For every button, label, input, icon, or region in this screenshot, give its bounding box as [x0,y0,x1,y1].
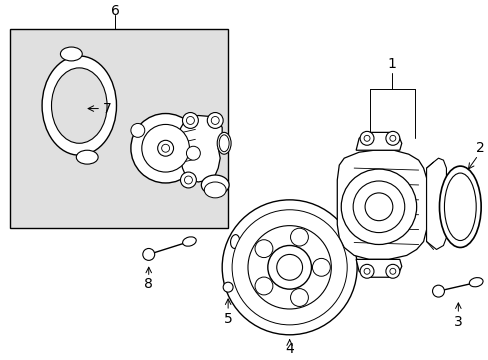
Circle shape [432,285,444,297]
Circle shape [341,169,416,244]
Ellipse shape [201,175,229,195]
Circle shape [389,135,395,141]
Circle shape [290,228,308,246]
Circle shape [180,172,196,188]
Bar [10,29,228,228]
Text: 2: 2 [475,141,484,155]
Text: 8: 8 [144,277,153,291]
Circle shape [211,117,219,125]
Text: 4: 4 [285,342,293,356]
Circle shape [184,176,192,184]
Ellipse shape [51,68,107,143]
Circle shape [157,140,173,156]
Circle shape [207,113,223,129]
Circle shape [365,193,392,221]
Text: 7: 7 [102,102,111,116]
Ellipse shape [204,182,225,198]
Text: 3: 3 [453,315,462,329]
Circle shape [359,264,373,278]
Circle shape [352,181,404,233]
Circle shape [364,268,369,274]
Circle shape [142,248,154,260]
Text: 6: 6 [110,4,119,18]
Circle shape [182,113,198,129]
Text: 5: 5 [224,312,232,326]
Circle shape [385,264,399,278]
Circle shape [162,144,169,152]
Ellipse shape [468,278,482,287]
Circle shape [247,226,331,309]
Circle shape [223,282,233,292]
Circle shape [276,255,302,280]
Polygon shape [355,132,401,150]
Polygon shape [355,260,401,277]
Ellipse shape [444,173,475,240]
Circle shape [359,131,373,145]
Ellipse shape [217,132,231,154]
Ellipse shape [219,135,229,152]
Ellipse shape [42,56,116,155]
Ellipse shape [439,166,480,247]
Polygon shape [337,150,426,260]
Ellipse shape [182,237,196,246]
Ellipse shape [61,47,82,61]
Circle shape [131,123,144,137]
Circle shape [142,125,189,172]
Circle shape [222,200,356,335]
Ellipse shape [76,150,98,164]
Circle shape [385,131,399,145]
Circle shape [267,246,311,289]
Circle shape [186,146,200,160]
Circle shape [186,117,194,125]
Circle shape [131,113,200,183]
Circle shape [255,277,272,295]
Circle shape [389,268,395,274]
Text: 1: 1 [386,57,395,71]
Circle shape [232,210,346,325]
Circle shape [255,240,272,258]
Polygon shape [426,158,446,249]
Circle shape [290,289,308,306]
Ellipse shape [230,235,239,248]
Circle shape [312,258,330,276]
Polygon shape [178,116,222,182]
Circle shape [364,135,369,141]
